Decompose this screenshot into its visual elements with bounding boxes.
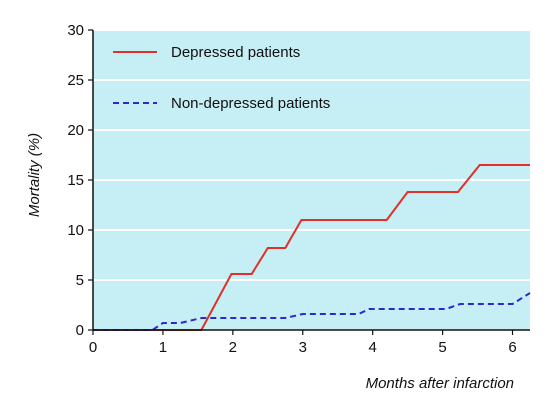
y-tick-label: 25 — [67, 72, 84, 89]
legend-label: Depressed patients — [171, 44, 300, 61]
x-tick-label: 1 — [159, 339, 167, 356]
x-tick-label: 4 — [369, 339, 377, 356]
y-tick-label: 15 — [67, 172, 84, 189]
y-tick-label: 0 — [76, 322, 84, 339]
y-axis-label: Mortality (%) — [26, 133, 43, 217]
y-tick-label: 20 — [67, 122, 84, 139]
y-tick-label: 5 — [76, 272, 84, 289]
series-layer — [93, 164, 531, 331]
x-tick-label: 3 — [299, 339, 307, 356]
axes: 0 5 10 15 20 25 30 0 1 2 3 4 5 6 — [67, 22, 530, 356]
grid-lines — [93, 29, 530, 281]
x-tick-label: 2 — [229, 339, 237, 356]
x-tick-label: 5 — [438, 339, 446, 356]
series-line-non-depressed — [93, 292, 531, 331]
x-axis-label: Months after infarction — [366, 375, 514, 392]
legend: Depressed patients Non-depressed patients — [113, 44, 330, 112]
y-tick-label: 10 — [67, 222, 84, 239]
legend-label: Non-depressed patients — [171, 95, 330, 112]
series-line-depressed — [93, 164, 530, 331]
y-tick-label: 30 — [67, 22, 84, 39]
x-tick-label: 0 — [89, 339, 97, 356]
x-tick-label: 6 — [508, 339, 516, 356]
